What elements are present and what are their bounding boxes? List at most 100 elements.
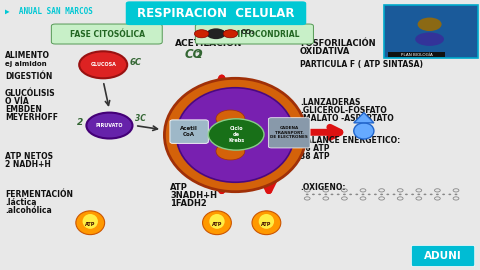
Circle shape [417,194,420,195]
Text: 38 ATP: 38 ATP [300,152,330,161]
Ellipse shape [252,211,281,235]
Circle shape [436,194,439,195]
Text: CADENA
TRANSPORT.
DE ELECTRONES: CADENA TRANSPORT. DE ELECTRONES [270,126,308,139]
Text: PARTICULA F ( ATP SINTASA): PARTICULA F ( ATP SINTASA) [300,60,423,69]
FancyBboxPatch shape [388,52,445,57]
Text: PLAN BIOLOGÍA: PLAN BIOLOGÍA [401,53,432,57]
Text: ATP NETOS: ATP NETOS [5,152,53,161]
Text: 36 ATP: 36 ATP [300,144,329,153]
FancyBboxPatch shape [51,24,162,44]
Text: 3C: 3C [135,114,146,123]
Text: DIGESTIÓN: DIGESTIÓN [5,72,52,81]
Ellipse shape [76,211,105,235]
Ellipse shape [216,126,245,144]
Circle shape [405,194,408,195]
Text: 2 NADH+H: 2 NADH+H [5,160,51,169]
Circle shape [337,194,340,195]
Text: 6C: 6C [130,58,142,67]
Text: O VÍA: O VÍA [5,97,28,106]
Text: ▶  ANUAL SAN MARCOS: ▶ ANUAL SAN MARCOS [5,7,93,16]
Text: FERMENTACIÓN: FERMENTACIÓN [5,190,73,199]
Ellipse shape [259,214,274,229]
Circle shape [418,18,442,31]
Circle shape [306,194,309,195]
Text: .OXIGENO:: .OXIGENO: [300,183,346,192]
Circle shape [430,194,432,195]
Text: FOSFORILACIÓN: FOSFORILACIÓN [300,39,376,48]
FancyBboxPatch shape [126,1,306,25]
Circle shape [399,194,402,195]
Circle shape [324,194,327,195]
Text: .MALATO -ASPARTATO: .MALATO -ASPARTATO [300,114,394,123]
Circle shape [343,194,346,195]
Ellipse shape [203,211,231,235]
Circle shape [386,194,389,195]
Text: .LANZADERAS: .LANZADERAS [300,98,360,107]
Text: EMBDEN: EMBDEN [5,105,42,114]
Text: GLUCOSA: GLUCOSA [90,62,116,67]
Text: ej almidon: ej almidon [5,61,47,67]
Circle shape [223,30,238,38]
Circle shape [349,194,352,195]
Text: Acetil
CoA: Acetil CoA [180,126,198,137]
Text: ALIMENTO: ALIMENTO [5,51,50,60]
FancyBboxPatch shape [195,24,313,44]
Text: .láctica: .láctica [5,198,36,207]
Text: MEYERHOFF: MEYERHOFF [5,113,58,122]
Text: .alcohólica: .alcohólica [5,206,51,215]
Ellipse shape [176,88,294,182]
Polygon shape [354,113,374,123]
Text: 1FADH2: 1FADH2 [170,199,207,208]
Circle shape [194,30,209,38]
Text: PIRUVATO: PIRUVATO [96,123,123,128]
Text: 2: 2 [196,51,202,60]
Text: ATP: ATP [261,222,272,227]
Ellipse shape [415,32,444,46]
Text: RESPIRACION  CELULAR: RESPIRACION CELULAR [137,7,295,20]
Ellipse shape [164,78,306,192]
FancyBboxPatch shape [268,118,310,148]
Circle shape [331,194,334,195]
Circle shape [79,51,127,78]
Text: BALANCE ENERGETICO:: BALANCE ENERGETICO: [300,136,400,145]
Circle shape [448,194,451,195]
Text: FASE MITOCONDRIAL: FASE MITOCONDRIAL [209,29,300,39]
Text: GLUCÓLISIS: GLUCÓLISIS [5,89,55,98]
Circle shape [368,194,371,195]
Text: Ciclo
de
Krebs: Ciclo de Krebs [228,126,244,143]
Circle shape [393,194,396,195]
Circle shape [318,194,321,195]
Text: 3NADH+H: 3NADH+H [170,191,217,200]
Circle shape [361,194,364,195]
Text: ATP: ATP [85,222,96,227]
Circle shape [355,194,358,195]
Circle shape [206,28,226,39]
Text: CO₂: CO₂ [241,29,255,35]
Circle shape [374,194,377,195]
Circle shape [312,194,315,195]
Text: 2: 2 [77,118,83,127]
Circle shape [380,194,383,195]
Text: FASE CITOSÓLICA: FASE CITOSÓLICA [70,29,144,39]
Text: .GLICEROL-FOSFATO: .GLICEROL-FOSFATO [300,106,387,115]
Circle shape [86,113,132,139]
Text: CO: CO [185,48,204,60]
Text: ATP: ATP [170,183,188,192]
Text: OXIDATIVA: OXIDATIVA [300,47,350,56]
Ellipse shape [209,214,225,229]
Circle shape [442,194,445,195]
Text: ACETILACION: ACETILACION [175,39,243,48]
Circle shape [208,119,264,150]
Ellipse shape [354,123,374,139]
Ellipse shape [216,143,245,160]
Ellipse shape [83,214,98,229]
Circle shape [455,194,457,195]
Text: ATP: ATP [212,222,222,227]
FancyBboxPatch shape [170,120,208,143]
Circle shape [423,194,426,195]
Ellipse shape [216,110,245,127]
Circle shape [411,194,414,195]
FancyBboxPatch shape [384,5,478,58]
FancyBboxPatch shape [411,245,475,266]
Text: ADUNI: ADUNI [424,251,462,261]
